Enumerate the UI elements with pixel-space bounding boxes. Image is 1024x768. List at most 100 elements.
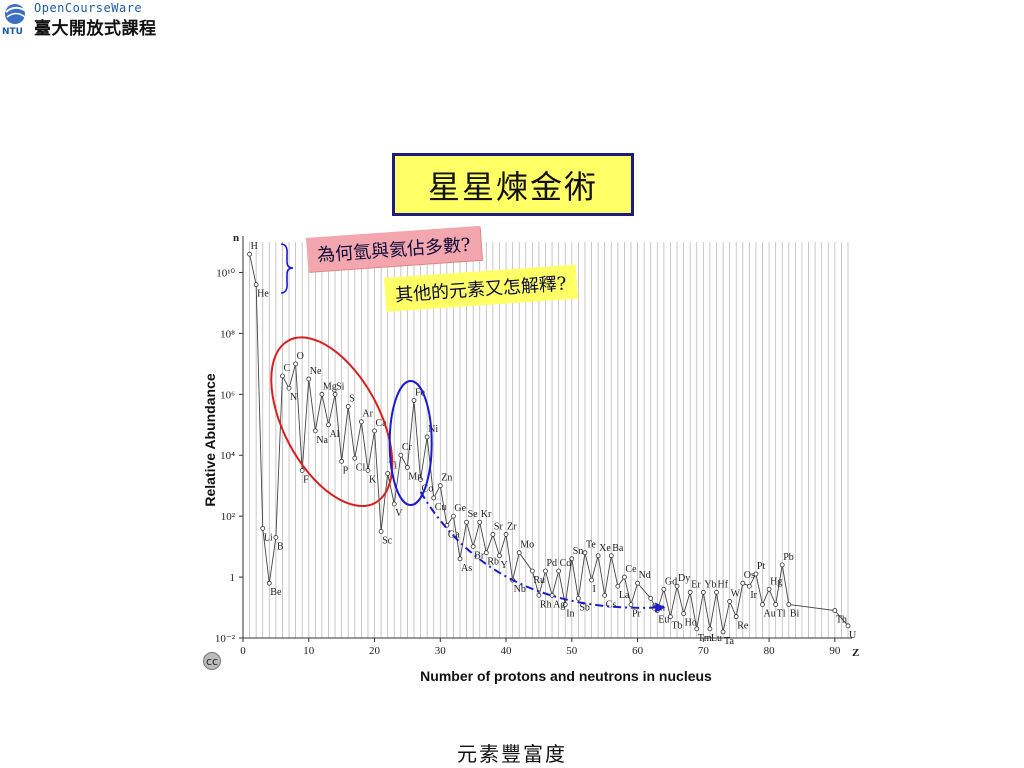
x-tick-label: 10	[303, 645, 315, 657]
y-axis-title: n	[233, 232, 239, 244]
data-point-b	[273, 535, 279, 540]
element-label-eu: Eu	[658, 615, 669, 626]
element-label-se: Se	[468, 509, 479, 520]
data-point-v	[391, 501, 397, 507]
ntu-globe-icon: NTU	[2, 4, 27, 36]
decay-arrow	[419, 491, 658, 609]
data-point-lu	[707, 626, 713, 632]
x-axis-label: Number of protons and neutrons in nucleu…	[420, 668, 712, 684]
element-label-in: In	[566, 608, 574, 619]
element-label-br: Br	[474, 551, 485, 562]
data-point-ta	[720, 629, 726, 635]
element-label-co: Co	[422, 484, 434, 495]
data-point-ti	[385, 471, 391, 476]
element-label-ni: Ni	[428, 424, 438, 435]
data-point-mn	[405, 465, 410, 470]
x-tick-label: 90	[829, 645, 841, 657]
element-label-p: P	[343, 465, 349, 476]
data-point-pb	[779, 562, 785, 568]
data-point-te	[582, 550, 588, 556]
data-point-y	[497, 553, 502, 559]
abundance-line	[249, 254, 849, 633]
ocw-logo: NTU OpenCourseWare 臺大開放式課程	[0, 0, 200, 40]
element-label-ar: Ar	[362, 409, 373, 420]
element-label-sc: Sc	[382, 535, 393, 546]
logo-mark-text: NTU	[2, 27, 23, 36]
x-tick-label: 0	[240, 645, 246, 657]
data-point-ni	[424, 434, 430, 440]
data-point-mo	[516, 550, 522, 556]
element-label-mo: Mo	[520, 540, 534, 551]
data-point-c	[280, 373, 285, 379]
element-label-ir: Ir	[750, 590, 757, 601]
data-point-h	[247, 251, 252, 257]
data-point-mg	[319, 391, 325, 397]
element-label-ga: Ga	[448, 529, 460, 540]
element-label-sn: Sn	[573, 546, 584, 557]
data-point-pt	[753, 571, 759, 577]
x-axis-title: Z	[852, 647, 859, 659]
y-tick-label: 1	[230, 572, 236, 584]
element-label-ba: Ba	[612, 543, 624, 554]
data-point-pr	[628, 602, 634, 607]
y-tick-label: 10¹⁰	[216, 267, 235, 279]
element-label-la: La	[619, 590, 630, 601]
element-label-pr: Pr	[632, 608, 642, 619]
element-label-au: Au	[764, 608, 776, 619]
data-point-li	[260, 525, 266, 531]
data-point-sn	[569, 556, 575, 562]
element-label-as: As	[461, 563, 472, 574]
data-point-al	[326, 422, 331, 428]
data-point-re	[733, 614, 739, 620]
data-point-ru	[529, 568, 535, 574]
x-tick-label: 30	[435, 645, 447, 657]
element-label-y: Y	[500, 560, 507, 571]
element-label-mg: Mg	[323, 381, 337, 392]
logo-english: OpenCourseWare	[34, 1, 143, 15]
element-label-te: Te	[586, 540, 596, 551]
data-point-hf	[714, 589, 719, 595]
element-label-s: S	[349, 393, 355, 404]
y-tick-label: 10⁴	[220, 450, 235, 462]
chart-axes: 0 10 20 30 40 50 60 70 80 90 10⁻² 1 10² 10⁴ 10⁶ 10⁸ 10¹⁰…	[215, 232, 859, 659]
data-point-zn	[437, 483, 443, 489]
logo-chinese: 臺大開放式課程	[34, 19, 157, 39]
data-point-os	[740, 580, 746, 586]
x-tick-label: 60	[632, 645, 644, 657]
data-point-tm	[694, 626, 700, 632]
slide-footer: 元素豐富度	[457, 742, 567, 766]
element-label-be: Be	[270, 587, 282, 598]
element-label-ho: Ho	[685, 618, 697, 629]
element-label-mn: Mn	[408, 471, 422, 482]
element-label-rb: Rb	[487, 557, 499, 568]
data-point-tb	[668, 614, 673, 620]
data-point-se	[464, 519, 469, 525]
data-point-sm	[648, 596, 654, 601]
data-point-i	[589, 577, 594, 583]
element-label-i: I	[593, 584, 596, 595]
element-label-li: Li	[264, 532, 273, 543]
iron-peak-ellipse	[388, 380, 433, 507]
data-point-he	[253, 282, 259, 288]
data-point-rh	[536, 592, 542, 598]
element-label-si: Si	[336, 381, 345, 392]
data-point-f	[299, 468, 305, 473]
slide-title: 星星煉金術	[392, 153, 634, 216]
data-point-ca	[372, 428, 377, 434]
data-point-sr	[490, 532, 496, 537]
abundance-series	[247, 251, 851, 635]
element-label-pt: Pt	[757, 561, 766, 572]
element-label-yb: Yb	[704, 579, 716, 590]
data-point-n	[286, 385, 292, 391]
element-label-v: V	[395, 508, 403, 519]
data-point-w	[727, 599, 733, 604]
data-point-cs	[602, 592, 608, 598]
element-label-zr: Zr	[507, 521, 517, 532]
element-label-gd: Gd	[665, 576, 677, 587]
element-label-cr: Cr	[402, 442, 413, 453]
element-label-nd: Nd	[639, 570, 651, 581]
data-point-sb	[575, 596, 581, 601]
element-label-dy: Dy	[678, 573, 690, 584]
data-point-br	[470, 544, 476, 550]
